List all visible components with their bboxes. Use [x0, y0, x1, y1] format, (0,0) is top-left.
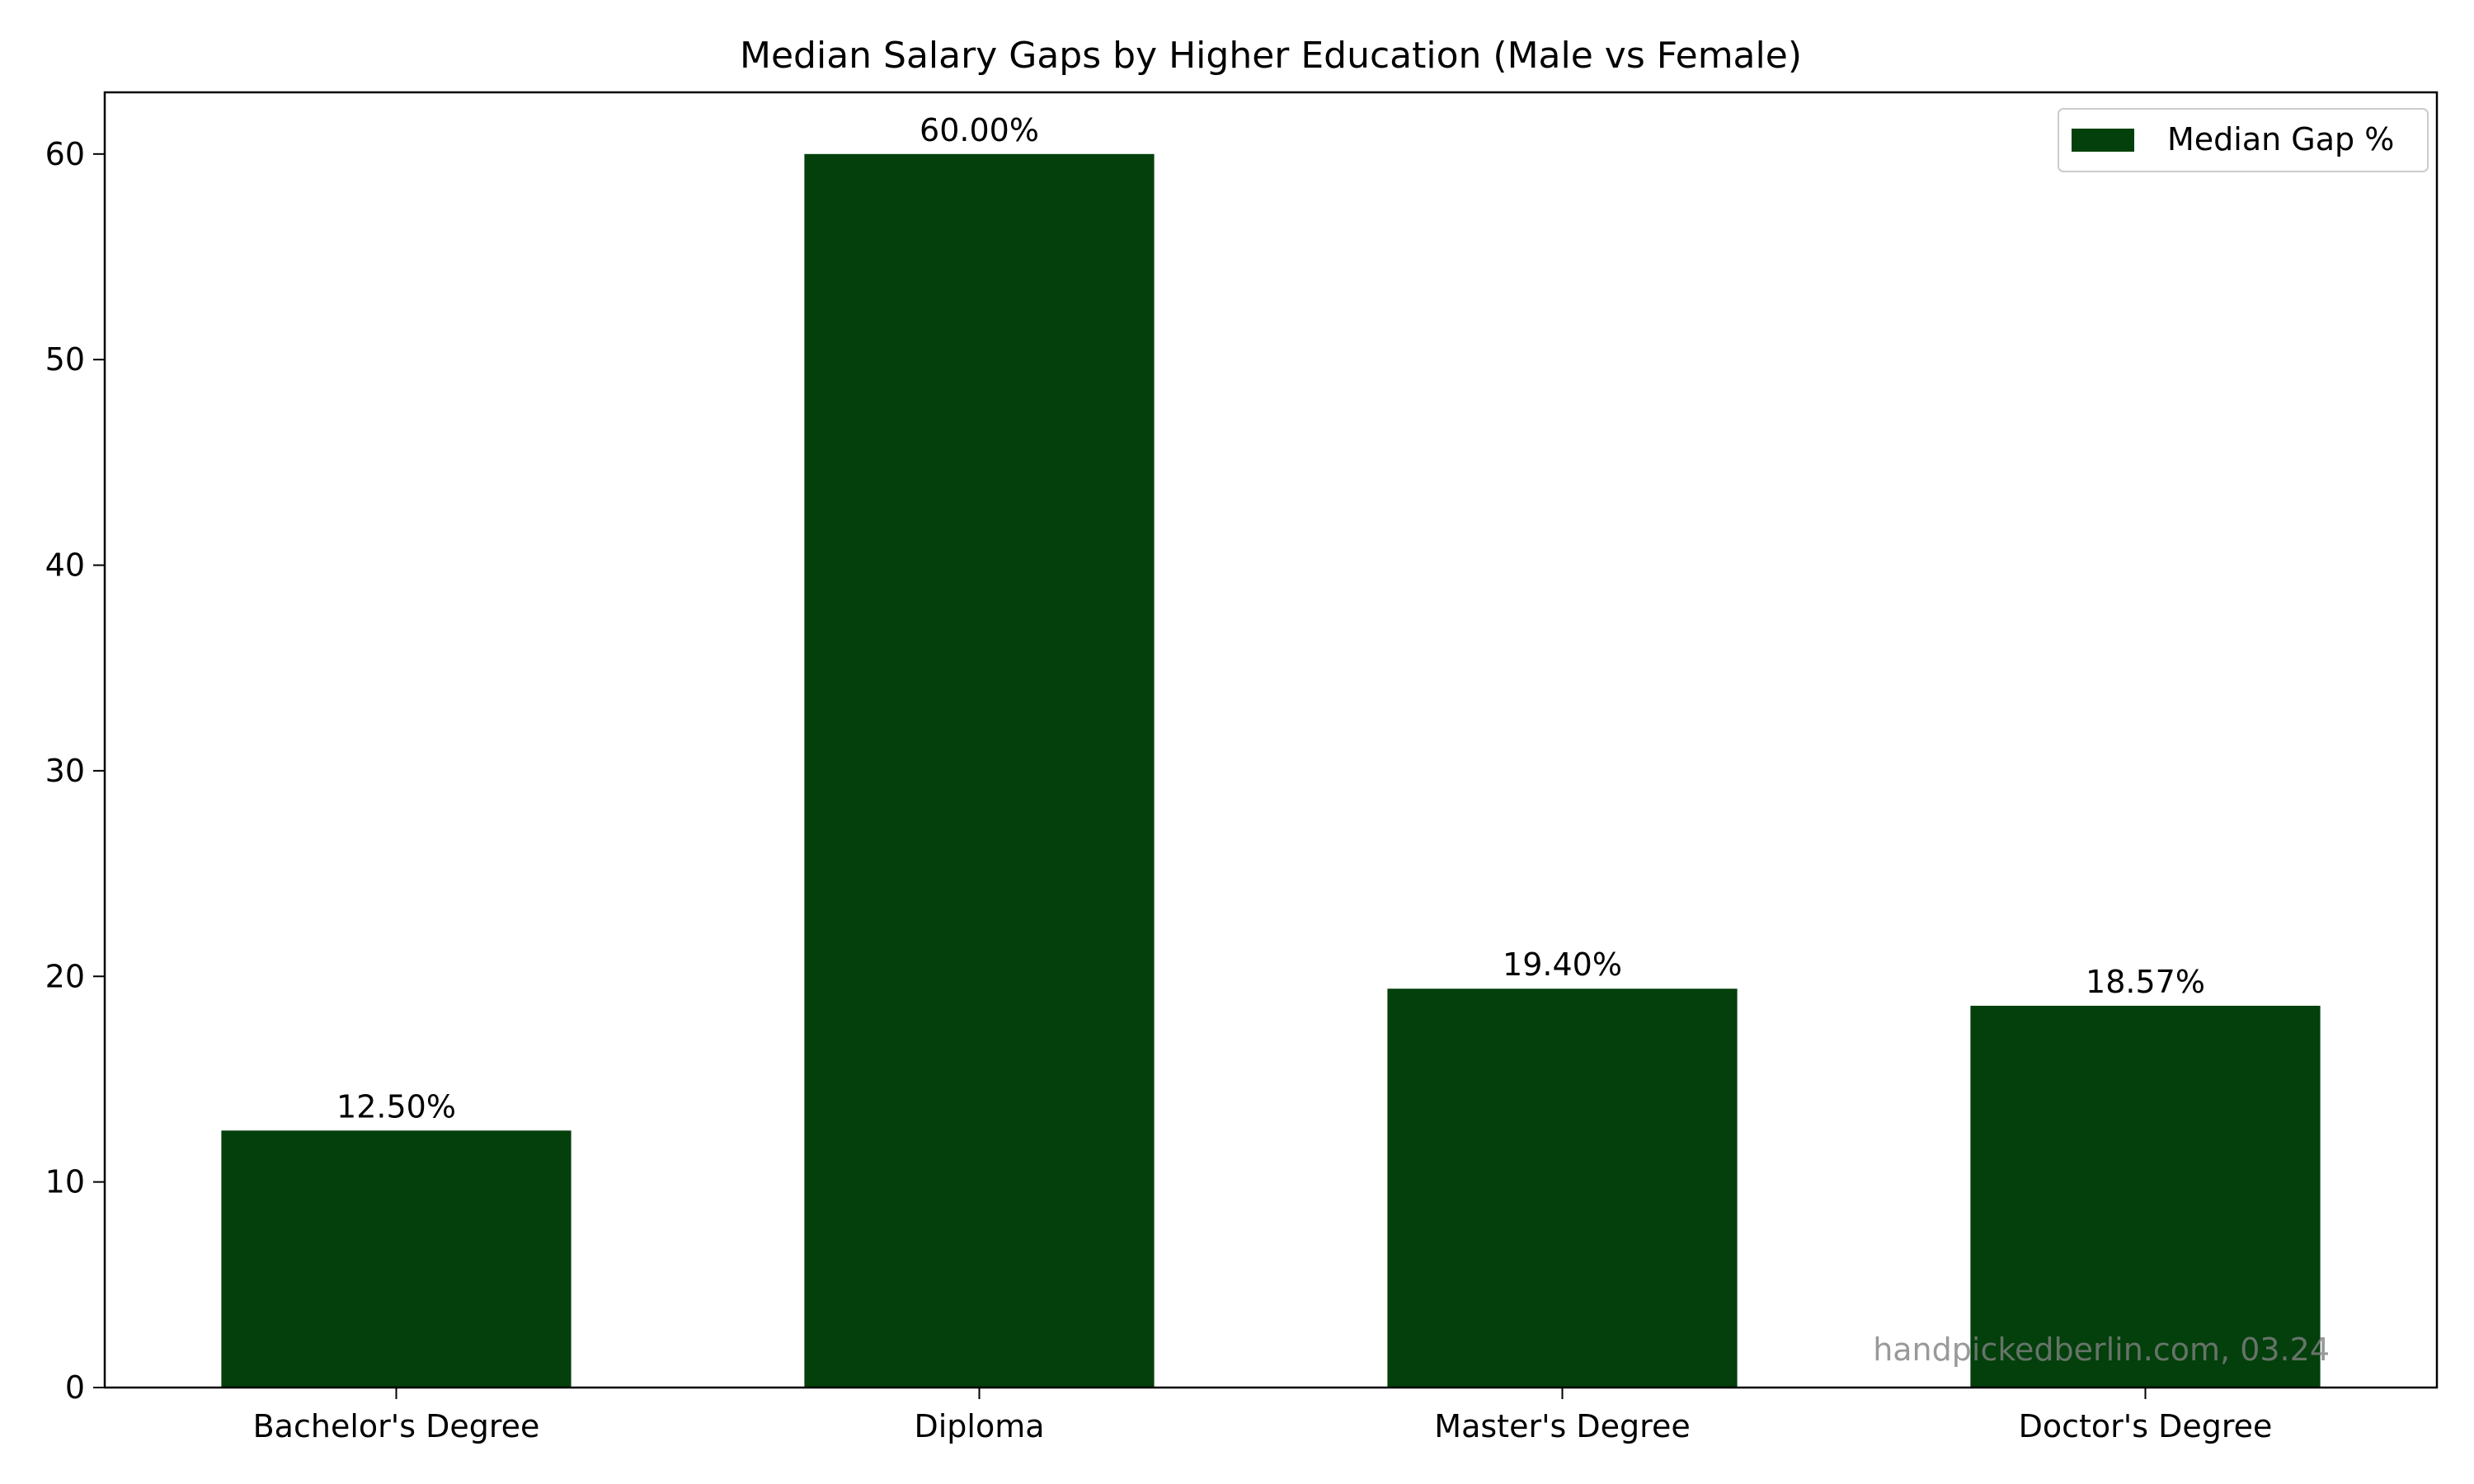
data-label-0: 12.50% [336, 1088, 456, 1125]
bar-2 [1387, 989, 1738, 1388]
y-tick-label-1: 10 [45, 1164, 85, 1200]
x-tick-label-3: Doctor's Degree [2019, 1408, 2273, 1444]
chart-title: Median Salary Gaps by Higher Education (… [740, 35, 1802, 77]
legend-swatch [2072, 129, 2134, 152]
x-tick-label-0: Bachelor's Degree [253, 1408, 540, 1444]
legend-box [2058, 108, 2429, 172]
bar-0 [221, 1130, 571, 1388]
y-tick-label-6: 60 [45, 136, 85, 172]
data-label-3: 18.57% [2086, 964, 2205, 1000]
bar-3 [1970, 1005, 2321, 1388]
axes-frame [103, 91, 2439, 1389]
y-tick-label-5: 50 [45, 341, 85, 378]
watermark: handpickedberlin.com, 03.24 [1873, 1331, 2330, 1368]
y-tick-label-4: 40 [45, 547, 85, 584]
y-tick-label-2: 20 [45, 958, 85, 994]
y-tick-label-3: 30 [45, 753, 85, 789]
data-label-1: 60.00% [920, 112, 1039, 148]
bar-1 [804, 153, 1155, 1388]
y-tick-label-0: 0 [65, 1369, 85, 1406]
legend: Median Gap % [2058, 108, 2429, 172]
legend-label: Median Gap % [2167, 121, 2394, 157]
x-tick-label-2: Master's Degree [1434, 1408, 1690, 1444]
data-label-2: 19.40% [1503, 946, 1622, 983]
x-tick-label-1: Diploma [914, 1408, 1044, 1444]
